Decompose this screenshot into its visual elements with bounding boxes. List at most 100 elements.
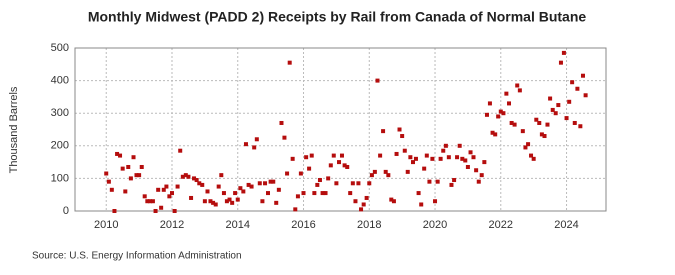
point (537, 120, 542, 125)
point (328, 163, 333, 168)
point (120, 166, 125, 171)
point (553, 111, 558, 116)
point (484, 112, 489, 117)
point (142, 194, 147, 199)
point (200, 182, 205, 187)
x-tick-label: 2022 (489, 219, 513, 231)
point (369, 173, 374, 178)
point (194, 178, 199, 183)
point (348, 191, 353, 196)
point (471, 155, 476, 160)
point (564, 116, 569, 121)
point (422, 166, 427, 171)
point (539, 132, 544, 137)
point (443, 143, 448, 148)
point (186, 174, 191, 179)
point (202, 199, 207, 204)
point (279, 120, 284, 125)
point (424, 153, 429, 158)
point (394, 151, 399, 156)
point (326, 176, 331, 181)
point (512, 122, 517, 127)
point (572, 120, 577, 125)
point (487, 101, 492, 106)
point (252, 145, 257, 150)
point (361, 202, 366, 207)
point (139, 164, 144, 169)
point (106, 179, 111, 184)
point (287, 60, 292, 65)
point (169, 191, 174, 196)
chart-title: Monthly Midwest (PADD 2) Receipts by Rai… (88, 9, 587, 25)
point (457, 143, 462, 148)
point (224, 199, 229, 204)
point (295, 194, 300, 199)
point (216, 184, 221, 189)
point (309, 153, 314, 158)
point (192, 176, 197, 181)
point (156, 187, 161, 192)
point (307, 166, 312, 171)
point (378, 153, 383, 158)
point (312, 191, 317, 196)
point (175, 184, 180, 189)
point (104, 171, 109, 176)
point (493, 132, 498, 137)
point (386, 173, 391, 178)
point (285, 171, 290, 176)
x-tick-label: 2020 (423, 219, 447, 231)
point (509, 120, 514, 125)
point (342, 163, 347, 168)
point (123, 189, 128, 194)
point (463, 158, 468, 163)
point (496, 114, 501, 119)
point (227, 197, 232, 202)
point (498, 109, 503, 114)
point (410, 160, 415, 165)
point (337, 160, 342, 165)
point (211, 200, 216, 205)
point (389, 197, 394, 202)
point (561, 50, 566, 55)
point (542, 134, 547, 139)
point (178, 148, 183, 153)
point (115, 151, 120, 156)
point (372, 169, 377, 174)
point (375, 78, 380, 83)
point (517, 88, 522, 93)
point (298, 171, 303, 176)
point (167, 194, 172, 199)
point (197, 181, 202, 186)
point (317, 178, 322, 183)
point (575, 86, 580, 91)
point (134, 173, 139, 178)
x-tick-label: 2010 (94, 219, 118, 231)
point (413, 156, 418, 161)
point (249, 184, 254, 189)
y-tick-label: 400 (51, 75, 69, 87)
point (208, 199, 213, 204)
point (350, 181, 355, 186)
point (137, 173, 142, 178)
point (345, 164, 350, 169)
point (238, 186, 243, 191)
point (465, 164, 470, 169)
point (545, 122, 550, 127)
point (213, 202, 218, 207)
point (150, 199, 155, 204)
point (446, 155, 451, 160)
point (468, 150, 473, 155)
point (180, 174, 185, 179)
point (320, 191, 325, 196)
point (583, 93, 588, 98)
point (274, 200, 279, 205)
point (550, 107, 555, 112)
point (452, 178, 457, 183)
y-tick-label: 500 (51, 42, 69, 54)
point (507, 101, 512, 106)
point (523, 145, 528, 150)
point (353, 199, 358, 204)
point (381, 129, 386, 134)
point (501, 111, 506, 116)
